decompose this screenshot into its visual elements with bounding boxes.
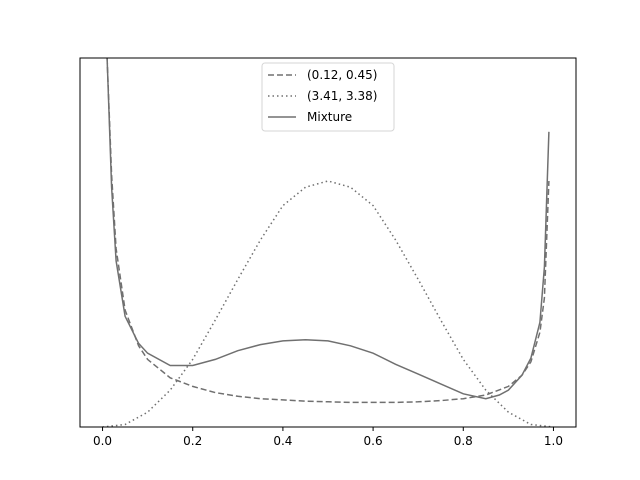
x-tick-label-5: 1.0	[544, 434, 563, 448]
legend-box	[261, 62, 395, 132]
legend-label-2: Mixture	[307, 110, 352, 124]
series-line-1	[102, 180, 554, 427]
series-line-0	[106, 58, 550, 404]
legend: (0.12, 0.45) (3.41, 3.38) Mixture	[261, 62, 395, 132]
plot-frame	[79, 57, 577, 428]
plot-lines	[102, 58, 554, 427]
x-tick-label-4: 0.8	[454, 434, 473, 448]
series-line-2	[106, 58, 550, 400]
x-tick-label-1: 0.2	[183, 434, 202, 448]
x-tick-label-3: 0.6	[364, 434, 383, 448]
x-tick-label-2: 0.4	[273, 434, 292, 448]
legend-label-0: (0.12, 0.45)	[307, 68, 377, 82]
legend-label-1: (3.41, 3.38)	[307, 89, 377, 103]
x-axis: 0.0 0.2 0.4 0.6 0.8 1.0	[93, 427, 563, 448]
x-tick-label-0: 0.0	[93, 434, 112, 448]
